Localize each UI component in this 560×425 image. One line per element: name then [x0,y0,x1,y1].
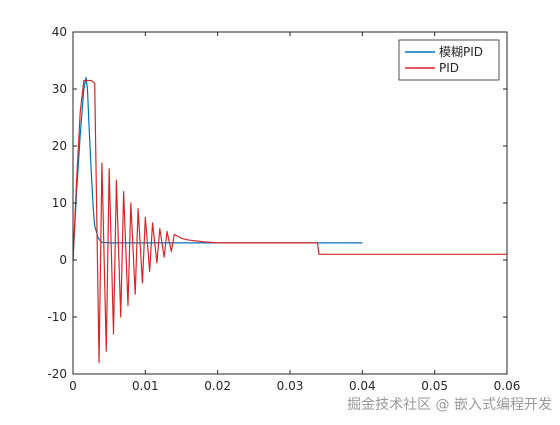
y-tick-label: 40 [52,25,67,39]
legend-label-0: 模糊PID [439,44,483,59]
y-tick-label: 0 [59,253,67,267]
y-tick-label: 20 [52,139,67,153]
x-tick-label: 0.04 [349,379,376,393]
plot-area [73,32,507,374]
x-tick-label: 0.03 [277,379,304,393]
legend-box [398,39,500,81]
x-tick-label: 0 [69,379,77,393]
series-line-1 [72,79,507,364]
y-tick-label: 10 [52,196,67,210]
x-tick-label: 0.02 [204,379,231,393]
series-layer [72,76,507,364]
watermark: 掘金技术社区 @ 嵌入式编程开发 [347,397,552,413]
x-tick-label: 0.06 [494,379,521,393]
x-axis-ticks: 0 0.01 0.02 0.03 0.04 0.05 0.06 [69,32,520,393]
legend-label-1: PID [439,61,459,75]
x-tick-label: 0.01 [132,379,159,393]
y-axis-ticks: -20 -10 0 10 20 30 40 [47,25,507,381]
legend: 模糊PID PID [398,39,500,81]
y-tick-label: -20 [47,367,67,381]
y-tick-label: 30 [52,82,67,96]
x-tick-label: 0.05 [421,379,448,393]
y-tick-label: -10 [47,310,67,324]
